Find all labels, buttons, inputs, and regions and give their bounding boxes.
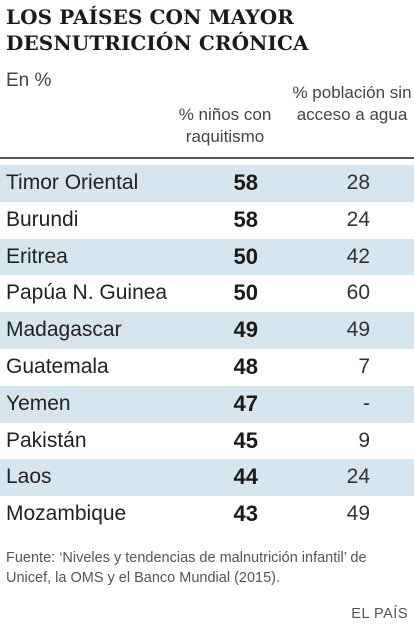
stunting-value: 50 (233, 280, 258, 306)
unit-label: En % (6, 70, 52, 91)
table-row: Guatemala 48 7 (0, 349, 414, 386)
table-row: Papúa N. Guinea 50 60 (0, 275, 414, 312)
table-row: Pakistán 45 9 (0, 423, 414, 460)
table-row: Laos 44 24 (0, 459, 414, 497)
stunting-value: 49 (233, 317, 258, 343)
water-value: 49 (346, 502, 370, 526)
table-row: Madagascar 49 49 (0, 312, 414, 349)
water-value: 24 (346, 207, 370, 231)
brand-credit: EL PAÍS (351, 606, 408, 622)
water-value: 42 (346, 244, 370, 268)
column-header-water: % población sin acceso a agua (292, 83, 412, 124)
table-row: Mozambique 43 49 (0, 496, 414, 533)
stunting-value: 43 (233, 501, 258, 527)
water-value: 9 (358, 428, 370, 452)
table-top-rule (0, 157, 414, 159)
table-row: Burundi 58 24 (0, 202, 414, 239)
country-label: Yemen (6, 391, 71, 415)
data-table: Timor Oriental 58 28 Burundi 58 24 Eritr… (0, 165, 414, 533)
stunting-value: 45 (233, 427, 258, 453)
stunting-value: 44 (233, 464, 258, 490)
column-header-stunting: % niños con raquitismo (178, 105, 272, 146)
stunting-value: 47 (233, 390, 258, 416)
table-row: Timor Oriental 58 28 (0, 165, 414, 202)
table-row: Eritrea 50 42 (0, 238, 414, 276)
country-label: Laos (6, 465, 52, 489)
stunting-value: 48 (233, 353, 258, 379)
water-value: 7 (358, 354, 370, 378)
water-value: 60 (346, 281, 370, 305)
country-label: Mozambique (6, 502, 127, 526)
country-label: Pakistán (6, 428, 87, 452)
country-label: Eritrea (6, 244, 68, 268)
country-label: Madagascar (6, 318, 122, 342)
source-note: Fuente: ‘Niveles y tendencias de malnutr… (6, 550, 367, 586)
stunting-value: 58 (233, 170, 258, 195)
country-label: Timor Oriental (6, 171, 139, 194)
stunting-value: 50 (233, 243, 258, 269)
table-row: Yemen 47 - (0, 385, 414, 423)
country-label: Burundi (6, 207, 79, 231)
country-label: Guatemala (6, 354, 109, 378)
stunting-value: 58 (233, 206, 258, 232)
chart-title: LOS PAÍSES CON MAYOR DESNUTRICIÓN CRÓNIC… (6, 5, 309, 55)
water-value: 49 (346, 318, 370, 342)
country-label: Papúa N. Guinea (6, 281, 168, 305)
water-value: - (363, 391, 370, 415)
water-value: 24 (346, 465, 370, 489)
water-value: 28 (346, 171, 370, 194)
